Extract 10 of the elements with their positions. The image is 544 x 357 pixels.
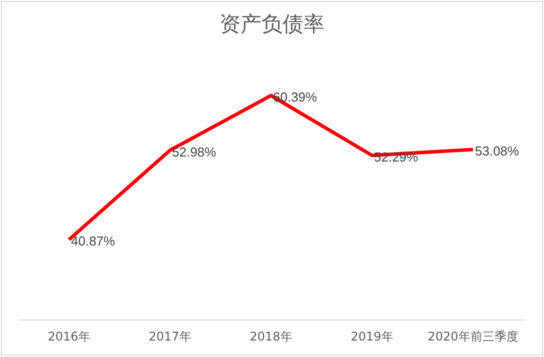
- x-tick-label: 2018年: [250, 330, 292, 344]
- x-tick-label: 2017年: [148, 330, 192, 344]
- chart-title: 资产负债率: [218, 11, 326, 38]
- x-tick-label: 2020年前三季度: [428, 330, 518, 344]
- data-label: 52.98%: [172, 144, 217, 160]
- data-label: 53.08%: [475, 144, 520, 159]
- data-label: 60.39%: [273, 90, 318, 105]
- x-tick-label: 2016年: [48, 330, 90, 344]
- data-label: 40.87%: [71, 234, 116, 249]
- x-tick-label: 2019年: [350, 330, 394, 344]
